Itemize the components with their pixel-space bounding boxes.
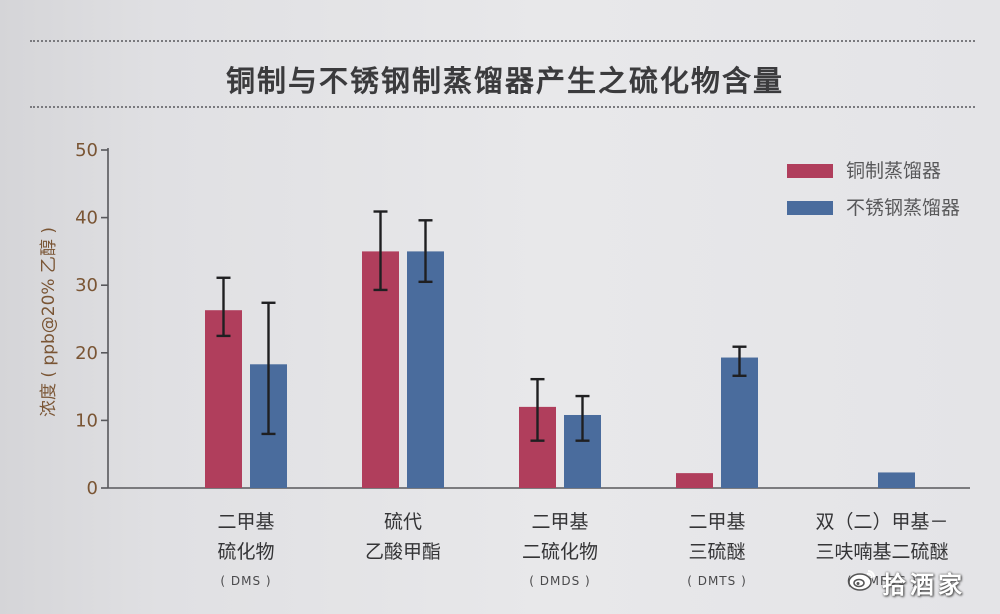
top-divider: [30, 40, 975, 42]
bar-series1-category3: [721, 357, 758, 488]
weibo-logo-icon: [848, 568, 876, 596]
bar-series1-category1: [407, 251, 444, 488]
y-tick-label: 20: [75, 343, 98, 364]
title-divider: [30, 106, 975, 108]
category-label: 乙酸甲酯: [365, 541, 441, 563]
category-label: 双（二）甲基－: [815, 511, 948, 533]
bar-series1-category4: [878, 472, 915, 488]
watermark-text: 拾酒家: [882, 570, 966, 599]
category-abbreviation: ( DMS ): [220, 574, 271, 588]
category-label: 二甲基: [688, 511, 745, 533]
category-label: 三硫醚: [688, 541, 745, 563]
category-label: 二甲基: [217, 511, 274, 533]
category-label: 硫代: [384, 511, 422, 533]
y-tick-label: 40: [75, 208, 98, 229]
bar-series0-category0: [205, 310, 242, 488]
watermark: 拾酒家: [848, 566, 966, 599]
y-tick-label: 50: [75, 140, 98, 161]
category-label: 三呋喃基二硫醚: [815, 541, 948, 563]
bar-series0-category3: [676, 473, 713, 488]
y-axis-title: 浓度 ( ppb@20% 乙醇 ): [39, 227, 59, 417]
category-abbreviation: ( DMDS ): [529, 574, 590, 588]
legend-swatch: [787, 164, 833, 178]
legend-label: 不锈钢蒸馏器: [846, 197, 960, 219]
category-label: 硫化物: [217, 541, 274, 563]
category-label: 二甲基: [531, 511, 588, 533]
category-label: 二硫化物: [522, 541, 598, 563]
legend-swatch: [787, 201, 833, 215]
y-tick-label: 10: [75, 410, 98, 431]
legend-label: 铜制蒸馏器: [846, 160, 941, 182]
y-tick-label: 30: [75, 275, 98, 296]
chart-title: 铜制与不锈钢制蒸馏器产生之硫化物含量: [225, 64, 784, 98]
y-tick-label: 0: [87, 478, 98, 499]
category-abbreviation: ( DMTS ): [687, 574, 747, 588]
